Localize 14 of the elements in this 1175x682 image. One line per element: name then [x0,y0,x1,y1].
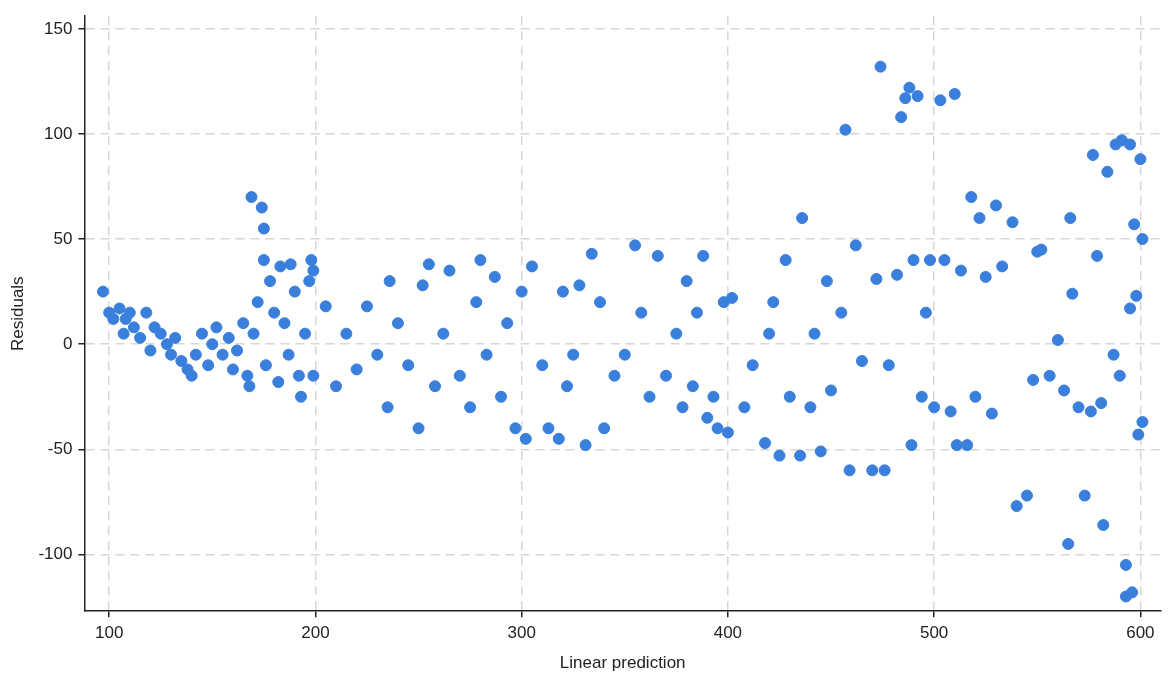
y-tick-label: -100 [38,544,73,564]
y-tick-label: -50 [47,439,73,458]
x-axis-title: Linear prediction [559,653,686,673]
y-tick-label: 0 [62,333,73,353]
x-tick-label: 500 [919,623,949,643]
y-axis-title: Residuals [7,276,27,352]
x-tick-label: 300 [507,623,536,643]
x-tick-label: 600 [1126,623,1155,643]
x-tick-label: 400 [713,623,743,643]
y-tick-label: 100 [44,123,73,143]
y-tick-label: 50 [53,228,73,248]
x-tick-label: 200 [301,623,330,643]
y-tick-label: 150 [44,18,73,38]
x-tick-label: 100 [94,623,124,643]
